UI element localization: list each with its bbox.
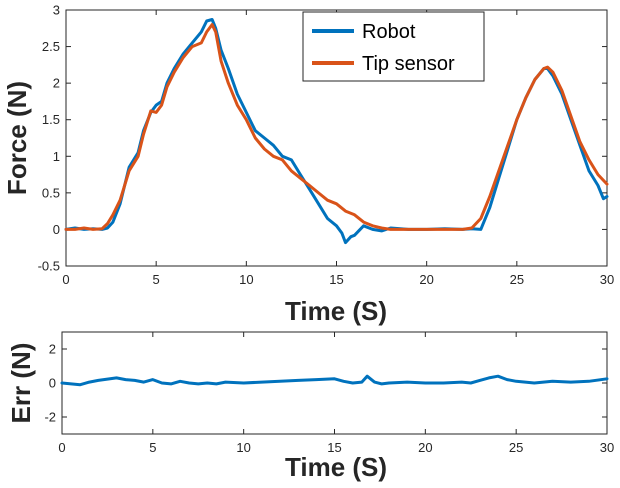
error-plot-ticks: 0 5 10 15 20 25 30-202 <box>44 332 614 455</box>
force-ytick-label: 2.5 <box>42 39 60 54</box>
error-ytick-label: 2 <box>49 342 56 357</box>
legend-label-robot: Robot <box>362 21 416 43</box>
force-xtick-label: 10 <box>239 272 253 287</box>
force-ytick-label: -0.5 <box>38 259 60 274</box>
error-plot-xlabel: Time (S) <box>285 452 387 482</box>
force-xtick-label: 5 <box>153 272 160 287</box>
legend-box <box>302 11 485 82</box>
error-ytick-label: -2 <box>44 410 56 425</box>
force-ytick-label: 0.5 <box>42 185 60 200</box>
error-plot: 0 5 10 15 20 25 30-202 Time (S) Err (N) <box>6 331 614 482</box>
error-xtick-label: 10 <box>236 440 250 455</box>
force-xtick-label: 30 <box>600 272 614 287</box>
error-xtick-label: 5 <box>149 440 156 455</box>
force-plot-lines <box>64 18 609 245</box>
error-plot-ylabel: Err (N) <box>6 343 36 424</box>
error-xtick-label: 0 <box>58 440 65 455</box>
force-plot-ylabel: Force (N) <box>2 81 32 195</box>
error-xtick-label: 30 <box>600 440 614 455</box>
error-ytick-label: 0 <box>49 376 56 391</box>
force-series-tip-sensor <box>64 23 609 231</box>
legend-label-tip-sensor: Tip sensor <box>362 53 455 75</box>
force-plot-xlabel: Time (S) <box>285 296 387 326</box>
force-xtick-label: 20 <box>419 272 433 287</box>
force-xtick-label: 0 <box>62 272 69 287</box>
error-series-error <box>60 374 609 387</box>
force-plot-ticks: 0 5 10 15 20 25 30-0.500.511.522.53 <box>38 3 615 288</box>
force-ytick-label: 0 <box>53 222 60 237</box>
error-xtick-label: 15 <box>327 440 341 455</box>
legend: Robot Tip sensor <box>302 11 485 82</box>
force-plot: 0 5 10 15 20 25 30-0.500.511.522.53 Time (S) F… <box>2 3 614 327</box>
force-ytick-label: 3 <box>53 3 60 18</box>
force-ytick-label: 1.5 <box>42 112 60 127</box>
force-ytick-label: 1 <box>53 149 60 164</box>
error-xtick-label: 20 <box>418 440 432 455</box>
force-xtick-label: 15 <box>329 272 343 287</box>
error-plot-lines <box>60 374 609 387</box>
force-xtick-label: 25 <box>510 272 524 287</box>
force-ytick-label: 2 <box>53 76 60 91</box>
error-xtick-label: 25 <box>509 440 523 455</box>
